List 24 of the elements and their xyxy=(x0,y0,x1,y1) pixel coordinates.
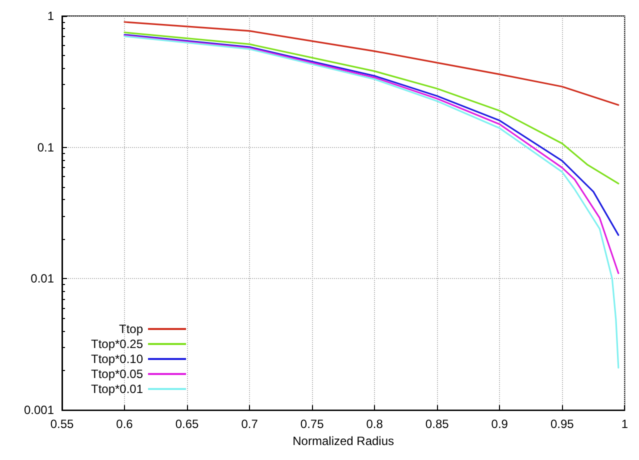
x-tick-label: 0.9 xyxy=(491,417,508,432)
y-tick-label: 0.01 xyxy=(30,272,54,286)
x-tick-label: 0.8 xyxy=(366,417,384,432)
x-tick-label: 0.85 xyxy=(425,417,450,432)
line-series xyxy=(124,21,620,106)
x-axis-title: Normalized Radius xyxy=(292,434,394,448)
legend-label: Ttop*0.10 xyxy=(90,352,144,366)
legend-label: Ttop*0.05 xyxy=(90,367,144,381)
x-tick-label: 0.7 xyxy=(241,417,258,432)
line-series xyxy=(124,34,620,274)
y-tick-label: 0.1 xyxy=(37,140,54,154)
legend-label: Ttop*0.01 xyxy=(90,382,144,396)
y-tick-label: 1 xyxy=(47,9,54,23)
line-series xyxy=(124,34,620,236)
legend-label: Ttop*0.25 xyxy=(90,337,144,351)
x-tick-label: 0.75 xyxy=(300,417,324,432)
x-tick-label: 0.6 xyxy=(116,417,134,432)
line-series xyxy=(124,32,620,184)
x-tick-label: 0.95 xyxy=(550,417,574,432)
x-tick-label: 1 xyxy=(621,417,628,432)
x-tick-label: 0.55 xyxy=(50,417,74,432)
y-tick-label: 0.001 xyxy=(24,403,54,418)
legend-label: Ttop xyxy=(119,322,144,336)
x-tick-label: 0.65 xyxy=(175,417,200,432)
